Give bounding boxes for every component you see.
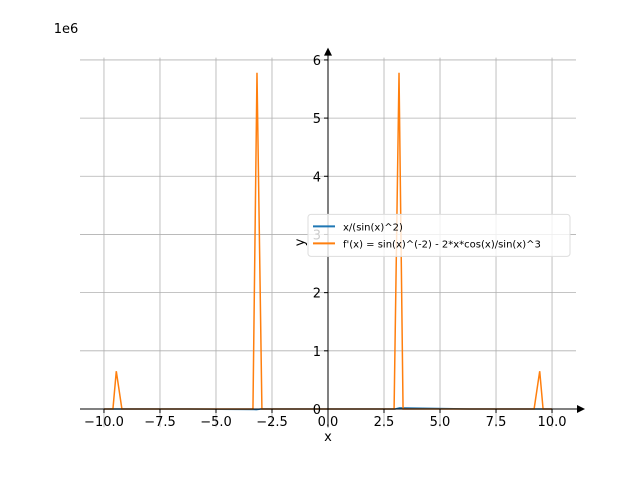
x-tick-label: 10.0 [538, 415, 567, 430]
x-axis-arrow [577, 404, 585, 413]
legend-label: f'(x) = sin(x)^(-2) - 2*x*cos(x)/sin(x)^… [343, 239, 541, 250]
x-tick-label: 2.5 [374, 415, 395, 430]
x-tick-label: −5.0 [200, 415, 232, 430]
x-axis-label: x [324, 430, 332, 445]
y-axis-arrow [324, 47, 332, 56]
x-tick-label: 7.5 [486, 415, 507, 430]
y-tick-label: 1 [313, 345, 321, 360]
legend: x/(sin(x)^2) f'(x) = sin(x)^(-2) - 2*x*co… [307, 213, 571, 257]
x-tick-label: −10.0 [84, 415, 124, 430]
y-axis-label: y [293, 238, 308, 246]
y-tick-label: 5 [313, 112, 321, 127]
y-tick-label: 2 [313, 287, 321, 302]
y-tick-label: 0 [313, 403, 321, 418]
x-tick-label: −2.5 [256, 415, 288, 430]
x-tick-label: 5.0 [430, 415, 451, 430]
legend-box [307, 213, 571, 257]
x-tick-label: −7.5 [144, 415, 176, 430]
offset-label: 1e6 [54, 22, 79, 37]
legend-label: x/(sin(x)^2) [343, 222, 403, 233]
y-tick-label: 6 [313, 54, 321, 69]
y-tick-label: 4 [313, 170, 321, 185]
x-tick-label: 0.0 [318, 415, 339, 430]
